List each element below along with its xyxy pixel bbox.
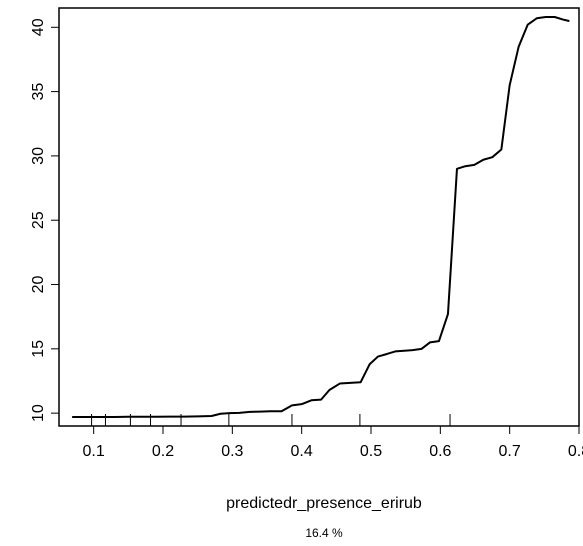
x-tick-label: 0.8 (568, 443, 583, 460)
y-tick-label: 35 (30, 83, 47, 101)
y-tick-label: 40 (30, 18, 47, 36)
x-tick-label: 0.6 (429, 443, 451, 460)
y-tick-label: 25 (30, 211, 47, 229)
y-tick-label: 30 (30, 147, 47, 165)
y-tick-label: 15 (30, 340, 47, 358)
series-line (71, 16, 570, 418)
plot-frame (58, 7, 580, 427)
x-tick-label: 0.5 (360, 443, 382, 460)
x-tick-label: 0.3 (221, 443, 243, 460)
x-tick-label: 0.1 (83, 443, 105, 460)
x-tick-label: 0.7 (499, 443, 521, 460)
x-axis-title: predictedr_presence_erirub (226, 495, 422, 512)
y-tick-label: 20 (30, 276, 47, 294)
x-tick-label: 0.4 (291, 443, 313, 460)
x-tick-label: 0.2 (152, 443, 174, 460)
x-axis: 0.1 0.2 0.3 0.4 0.5 0.6 0.7 0.8 (83, 425, 583, 460)
y-tick-label: 10 (30, 404, 47, 422)
x-axis-subtitle: 16.4 % (305, 526, 343, 540)
y-axis: 10 15 20 25 30 35 40 (30, 18, 60, 422)
